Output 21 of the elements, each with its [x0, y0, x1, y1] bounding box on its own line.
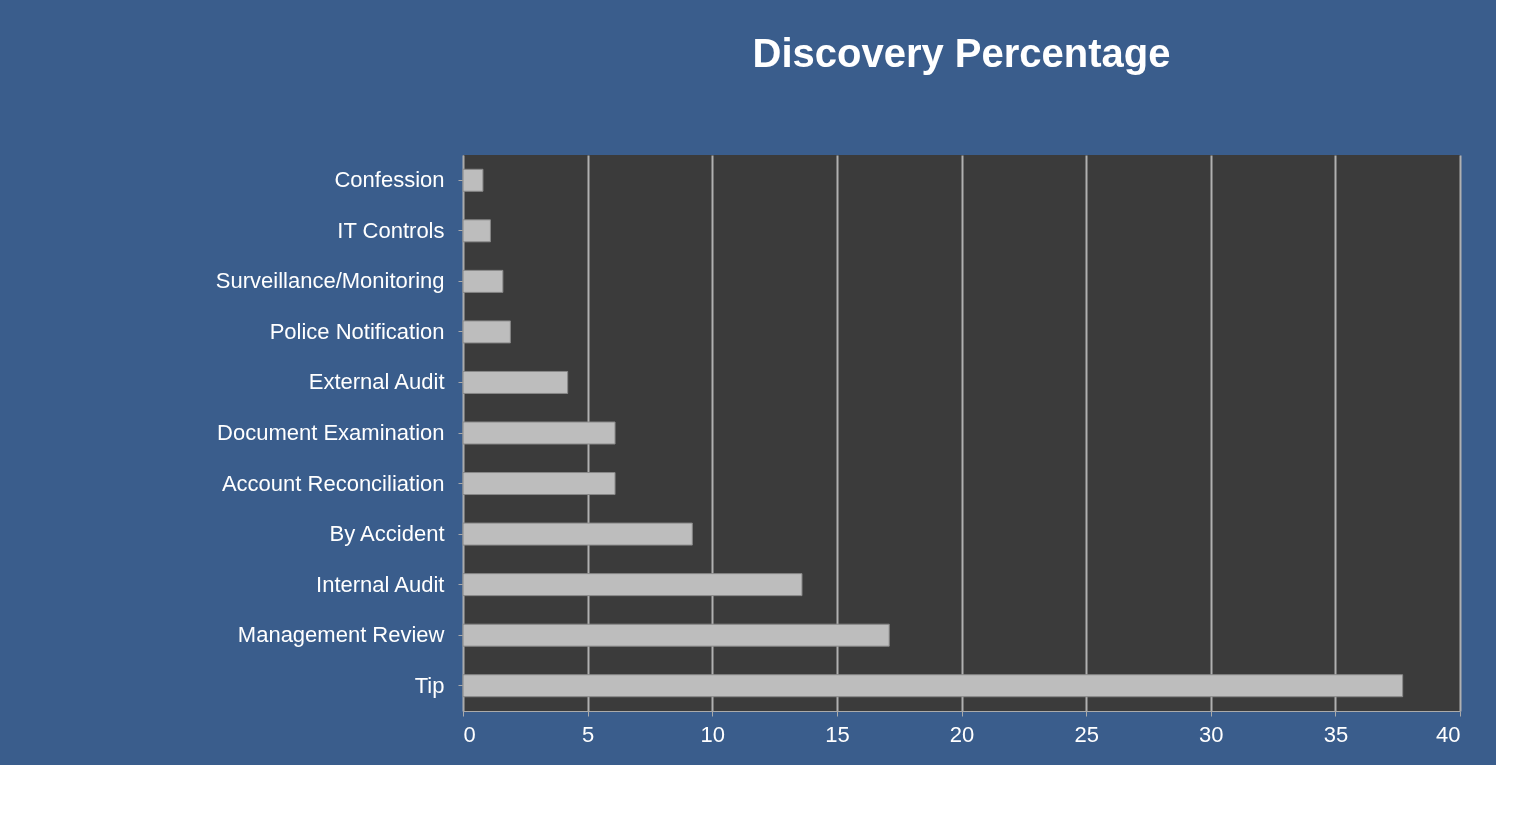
y-tick-label: Confession [334, 167, 445, 193]
x-tick-label: 0 [463, 721, 476, 747]
y-tick-label: Police Notification [269, 318, 445, 344]
y-tick-label: Account Reconciliation [221, 470, 445, 496]
y-tick-label: Document Examination [217, 420, 445, 445]
y-tick-label: Tip [414, 672, 445, 698]
chart-title: Discovery Percentage [752, 31, 1171, 75]
y-tick-label: Internal Audit [316, 571, 445, 597]
y-tick-label: Surveillance/Monitoring [215, 268, 445, 294]
x-tick-label: 25 [1074, 721, 1099, 747]
x-tick-label: 10 [700, 721, 725, 747]
x-tick-label: 40 [1436, 721, 1461, 747]
x-tick-label: 5 [582, 721, 595, 747]
x-tick-label: 15 [825, 721, 850, 747]
y-tick-label: Management Review [237, 622, 445, 648]
x-tick-label: 20 [949, 721, 975, 747]
y-tick-label: IT Controls [337, 217, 445, 243]
y-tick-label: By Accident [329, 521, 445, 547]
x-tick-label: 35 [1323, 721, 1349, 747]
x-tick-label: 30 [1199, 721, 1224, 747]
y-tick-label: External Audit [308, 369, 445, 395]
